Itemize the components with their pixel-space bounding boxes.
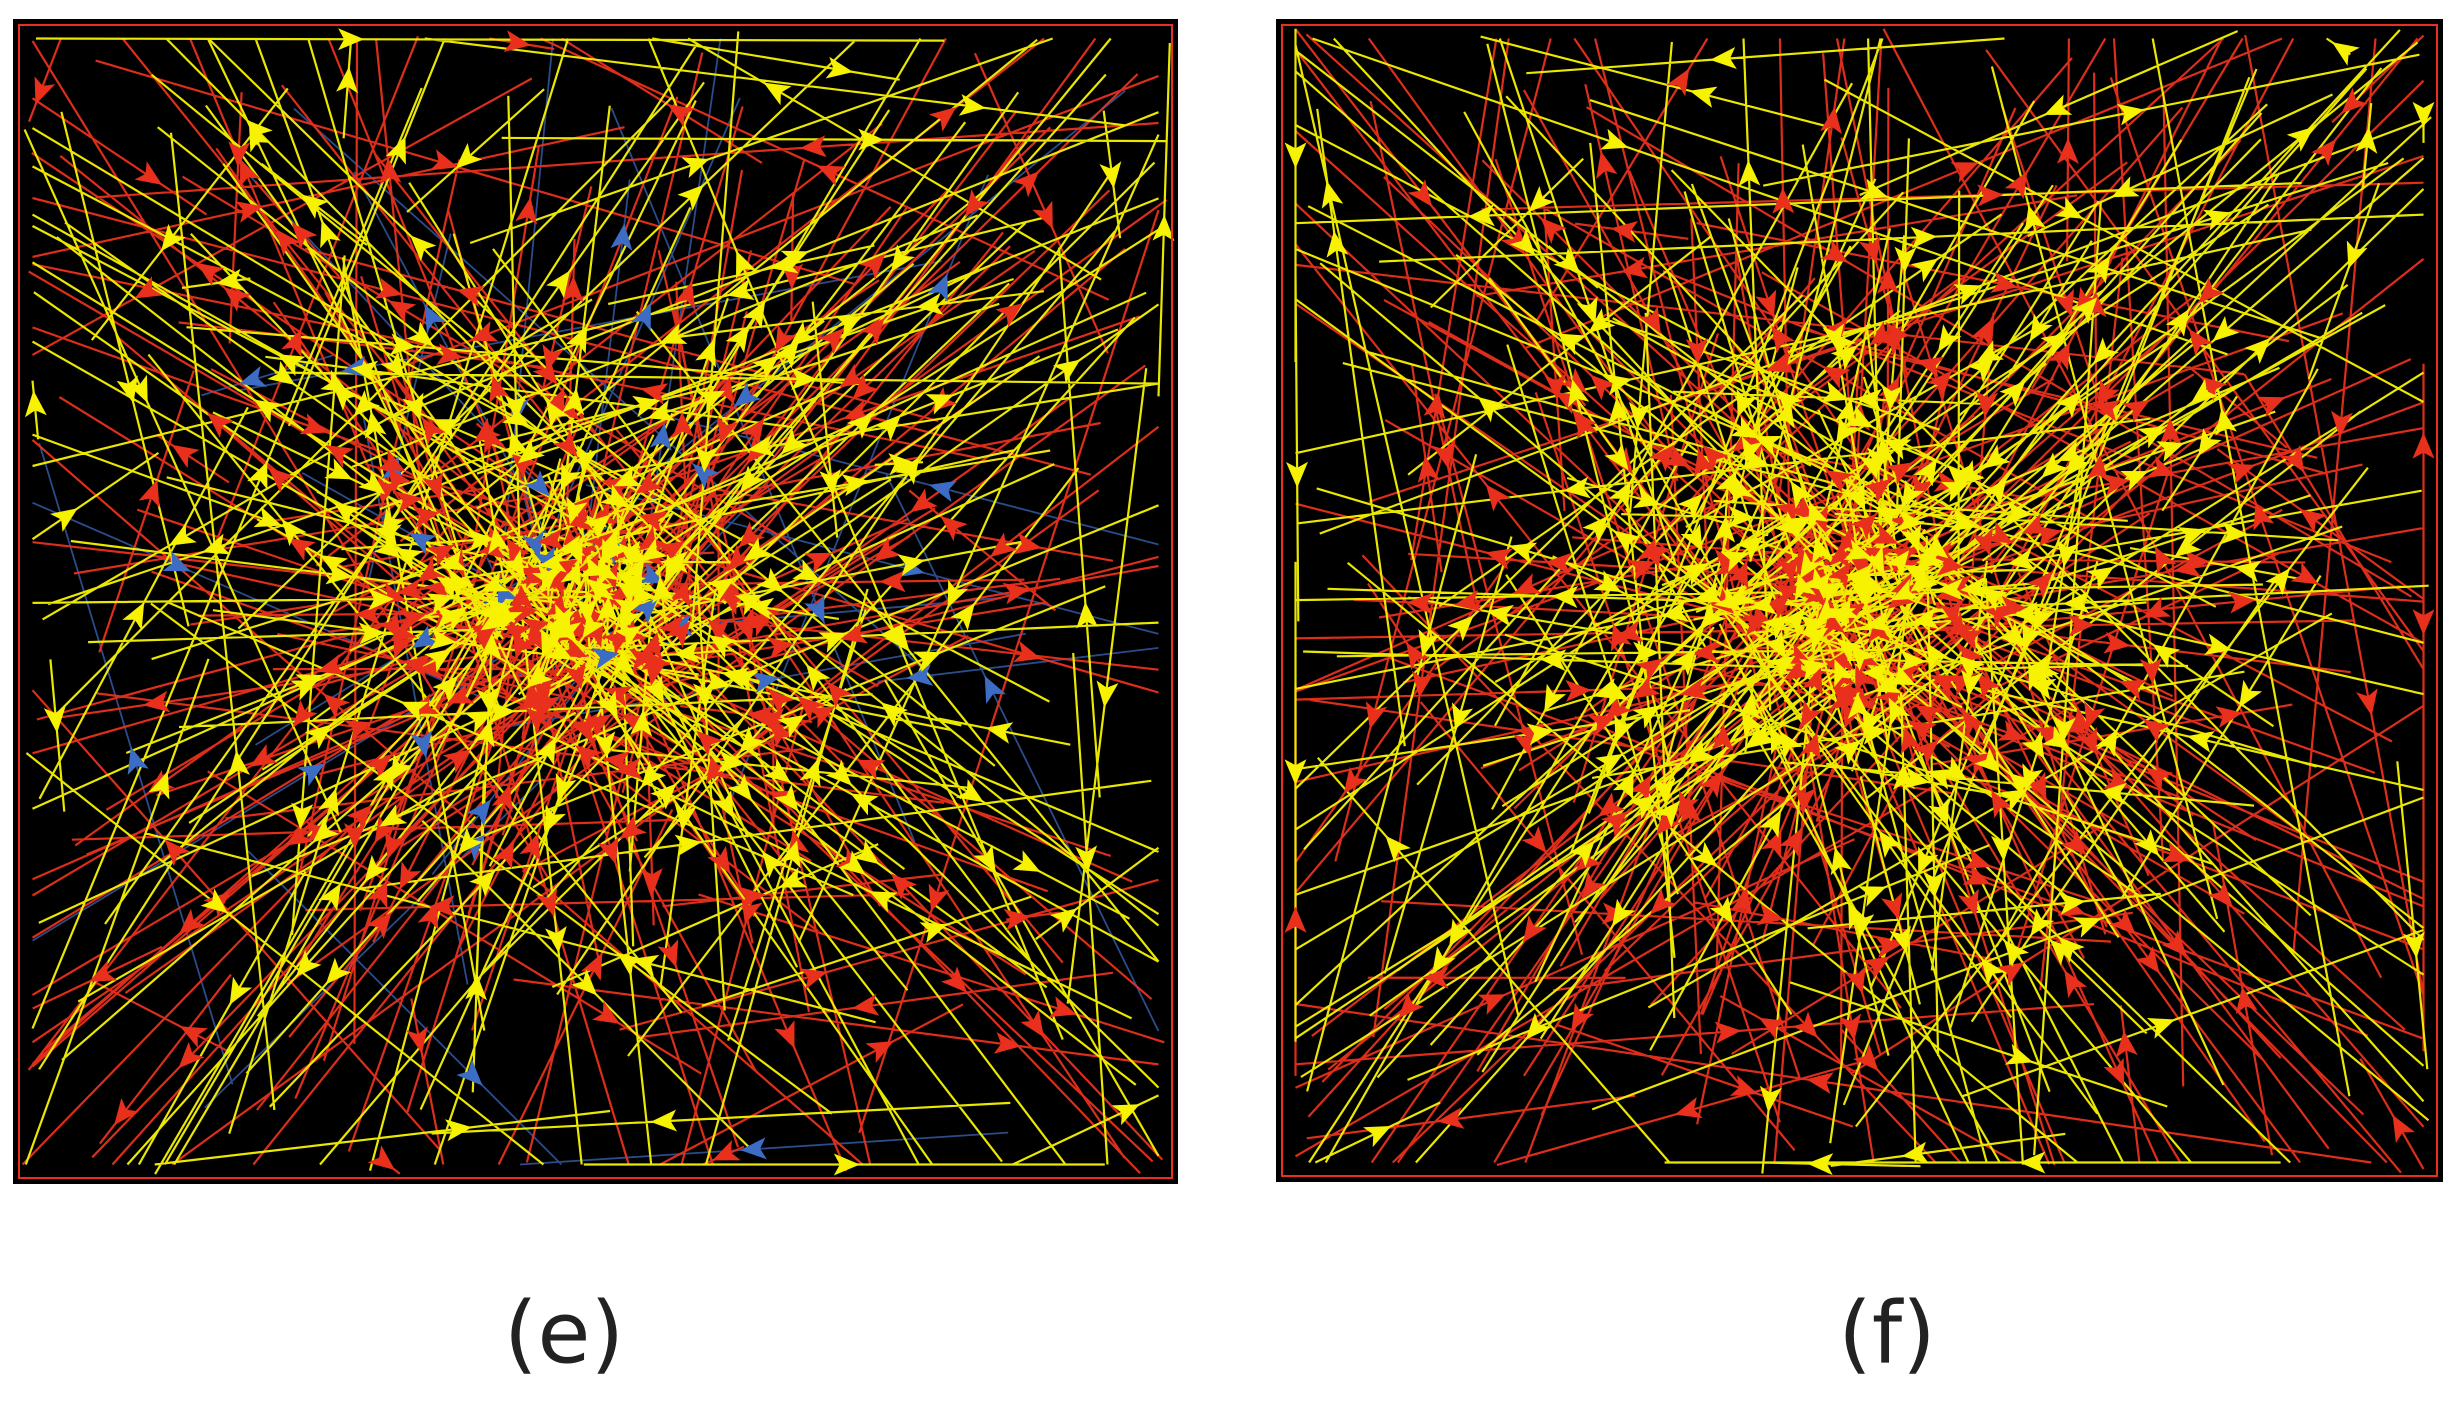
network-panel	[13, 19, 1178, 1184]
panel-frame	[1281, 24, 2438, 1177]
arrow-heads	[24, 28, 1175, 1176]
panel-label: (f)	[1838, 1283, 1935, 1383]
arrow-heads	[1284, 68, 2435, 1144]
network-panel	[1276, 19, 2443, 1182]
panel-label: (e)	[504, 1283, 624, 1383]
panel-frame	[18, 24, 1173, 1179]
